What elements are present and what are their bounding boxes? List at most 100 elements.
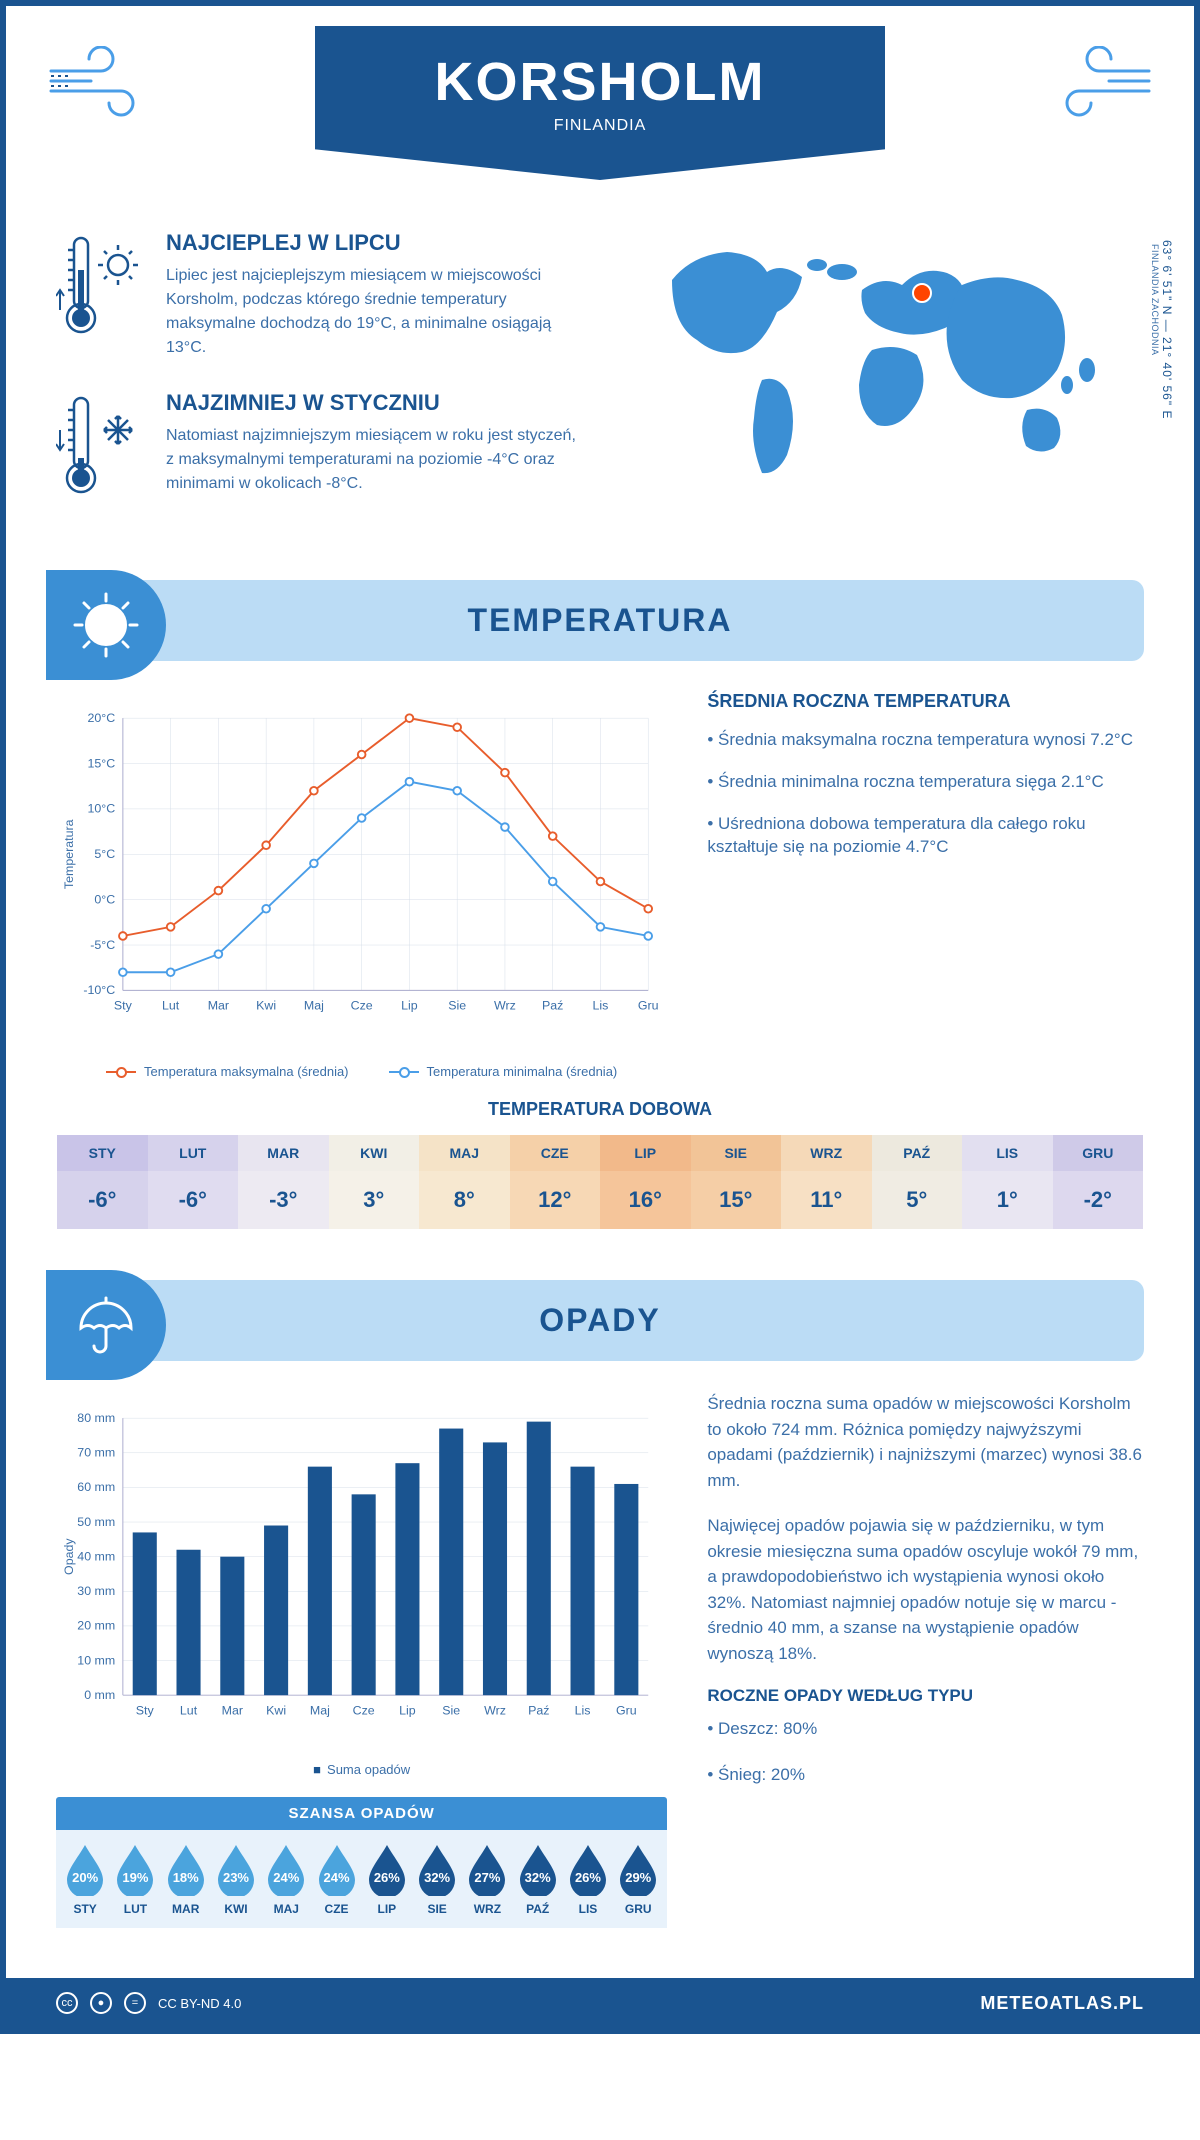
header: KORSHOLM FINLANDIA: [6, 6, 1194, 220]
month-value: -3°: [238, 1171, 329, 1229]
coldest-block: NAJZIMNIEJ W STYCZNIU Natomiast najzimni…: [56, 390, 580, 500]
chance-month: CZE: [311, 1902, 361, 1916]
month-cell: STY-6°: [57, 1135, 148, 1229]
svg-text:5°C: 5°C: [94, 847, 115, 861]
svg-text:20 mm: 20 mm: [77, 1619, 115, 1633]
svg-text:40 mm: 40 mm: [77, 1549, 115, 1563]
cc-icon: cc: [56, 1992, 78, 2014]
temp-info-title: ŚREDNIA ROCZNA TEMPERATURA: [707, 691, 1144, 712]
chance-month: PAŹ: [513, 1902, 563, 1916]
month-value: 15°: [691, 1171, 782, 1229]
svg-text:Paź: Paź: [542, 999, 563, 1013]
raindrop-icon: 26%: [365, 1842, 409, 1896]
precipitation-chart: 0 mm10 mm20 mm30 mm40 mm50 mm60 mm70 mm8…: [56, 1391, 667, 1928]
raindrop-icon: 29%: [616, 1842, 660, 1896]
month-value: 5°: [872, 1171, 963, 1229]
svg-text:0°C: 0°C: [94, 892, 115, 906]
svg-text:50 mm: 50 mm: [77, 1515, 115, 1529]
month-cell: LUT-6°: [148, 1135, 239, 1229]
month-value: 16°: [600, 1171, 691, 1229]
month-value: -2°: [1053, 1171, 1144, 1229]
month-header: PAŹ: [872, 1135, 963, 1171]
svg-text:Maj: Maj: [310, 1703, 330, 1717]
svg-text:60 mm: 60 mm: [77, 1480, 115, 1494]
chance-month: STY: [60, 1902, 110, 1916]
hottest-block: NAJCIEPLEJ W LIPCU Lipiec jest najcieple…: [56, 230, 580, 360]
nd-icon: =: [124, 1992, 146, 2014]
svg-text:Kwi: Kwi: [266, 1703, 286, 1717]
svg-text:Gru: Gru: [616, 1703, 637, 1717]
month-cell: SIE15°: [691, 1135, 782, 1229]
month-cell: MAJ8°: [419, 1135, 510, 1229]
thermometer-snow-icon: [56, 390, 146, 500]
month-header: GRU: [1053, 1135, 1144, 1171]
chance-percent: 23%: [214, 1870, 258, 1885]
coldest-text: Natomiast najzimniejszym miesiącem w rok…: [166, 424, 580, 496]
chance-month: MAR: [161, 1902, 211, 1916]
raindrop-icon: 26%: [566, 1842, 610, 1896]
world-map: [620, 230, 1144, 490]
chance-cell: 32% SIE: [412, 1842, 462, 1916]
chance-percent: 26%: [365, 1870, 409, 1885]
month-cell: PAŹ5°: [872, 1135, 963, 1229]
wind-icon: [46, 46, 166, 126]
month-value: -6°: [57, 1171, 148, 1229]
raindrop-icon: 32%: [516, 1842, 560, 1896]
chance-month: WRZ: [462, 1902, 512, 1916]
section-header-temperature: TEMPERATURA: [56, 580, 1144, 661]
chance-percent: 24%: [264, 1870, 308, 1885]
temperature-info: ŚREDNIA ROCZNA TEMPERATURA • Średnia mak…: [707, 691, 1144, 1079]
precip-legend: Suma opadów: [56, 1762, 667, 1777]
chance-cell: 29% GRU: [613, 1842, 663, 1916]
section-title: TEMPERATURA: [56, 602, 1144, 639]
precip-type-title: ROCZNE OPADY WEDŁUG TYPU: [707, 1686, 1144, 1706]
raindrop-icon: 18%: [164, 1842, 208, 1896]
month-value: -6°: [148, 1171, 239, 1229]
month-cell: LIS1°: [962, 1135, 1053, 1229]
chance-percent: 18%: [164, 1870, 208, 1885]
title-banner: KORSHOLM FINLANDIA: [315, 26, 886, 180]
raindrop-icon: 32%: [415, 1842, 459, 1896]
chance-cell: 24% MAJ: [261, 1842, 311, 1916]
footer: cc ● = CC BY-ND 4.0 METEOATLAS.PL: [6, 1978, 1194, 2028]
precip-info-p2: Najwięcej opadów pojawia się w październ…: [707, 1513, 1144, 1666]
month-cell: KWI3°: [329, 1135, 420, 1229]
chance-month: MAJ: [261, 1902, 311, 1916]
location-marker: [913, 284, 931, 302]
svg-text:Mar: Mar: [222, 1703, 243, 1717]
chance-cell: 26% LIS: [563, 1842, 613, 1916]
sun-icon: [46, 570, 166, 680]
month-value: 8°: [419, 1171, 510, 1229]
svg-text:Sie: Sie: [442, 1703, 460, 1717]
svg-text:Sty: Sty: [114, 999, 133, 1013]
month-header: SIE: [691, 1135, 782, 1171]
section-title: OPADY: [56, 1302, 1144, 1339]
chance-cell: 26% LIP: [362, 1842, 412, 1916]
month-cell: WRZ11°: [781, 1135, 872, 1229]
coldest-title: NAJZIMNIEJ W STYCZNIU: [166, 390, 580, 416]
coordinates: 63° 6' 51" N — 21° 40' 56" E FINLANDIA Z…: [1150, 240, 1174, 419]
month-header: LIS: [962, 1135, 1053, 1171]
svg-text:Mar: Mar: [208, 999, 229, 1013]
svg-text:0 mm: 0 mm: [84, 1688, 115, 1702]
svg-text:Lut: Lut: [180, 1703, 198, 1717]
month-header: LIP: [600, 1135, 691, 1171]
svg-text:20°C: 20°C: [87, 711, 115, 725]
svg-text:Gru: Gru: [638, 999, 659, 1013]
chance-month: SIE: [412, 1902, 462, 1916]
brand: METEOATLAS.PL: [980, 1993, 1144, 2014]
wind-icon: [1034, 46, 1154, 126]
svg-text:Cze: Cze: [353, 1703, 375, 1717]
month-cell: GRU-2°: [1053, 1135, 1144, 1229]
svg-text:Lis: Lis: [575, 1703, 591, 1717]
hottest-title: NAJCIEPLEJ W LIPCU: [166, 230, 580, 256]
svg-text:70 mm: 70 mm: [77, 1446, 115, 1460]
chance-cell: 19% LUT: [110, 1842, 160, 1916]
license-text: CC BY-ND 4.0: [158, 1996, 241, 2011]
chance-cell: 24% CZE: [311, 1842, 361, 1916]
month-header: WRZ: [781, 1135, 872, 1171]
month-header: CZE: [510, 1135, 601, 1171]
chance-cell: 32% PAŹ: [513, 1842, 563, 1916]
chance-cell: 23% KWI: [211, 1842, 261, 1916]
month-value: 12°: [510, 1171, 601, 1229]
